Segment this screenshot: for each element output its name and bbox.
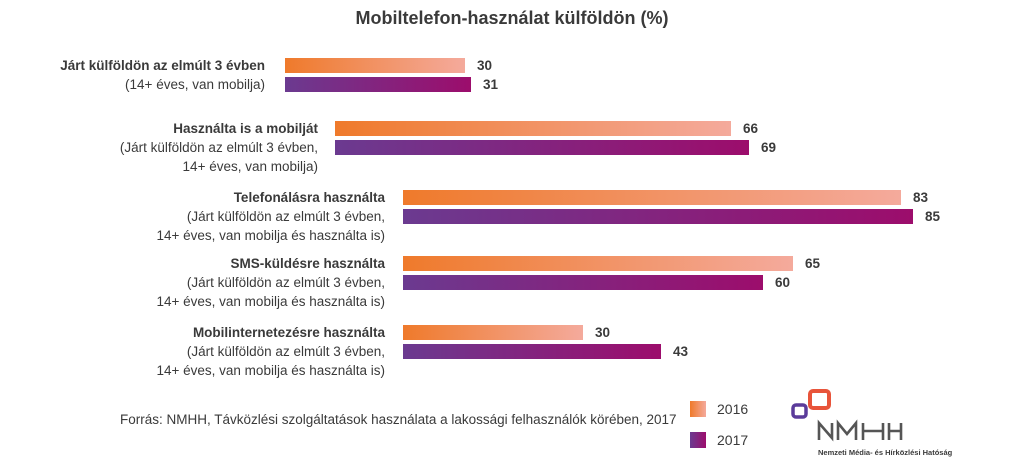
category-subtitle: (Járt külföldön az elmúlt 3 évben, — [187, 344, 385, 359]
category-subtitle: (Járt külföldön az elmúlt 3 évben, — [187, 209, 385, 224]
category-title: SMS-küldésre használta — [230, 256, 385, 271]
category-title: Járt külföldön az elmúlt 3 évben — [60, 58, 265, 73]
category-title: Telefonálásra használta — [234, 190, 386, 205]
category-group: Használta is a mobilját (Járt külföldön a… — [120, 121, 776, 174]
data-label-2016: 65 — [805, 256, 821, 271]
category-subtitle: (14+ éves, van mobilja) — [125, 77, 265, 92]
category-subtitle: (Járt külföldön az elmúlt 3 évben, — [187, 275, 385, 290]
logo-wordmark — [817, 419, 903, 442]
category-group: Járt külföldön az elmúlt 3 évben (14+ éve… — [60, 58, 499, 92]
logo-square-orange — [808, 389, 831, 410]
legend-swatch-2017 — [690, 432, 706, 448]
category-subtitle: 14+ éves, van mobilja és használta is) — [157, 228, 386, 243]
logo-subtitle: Nemzeti Média- és Hírközlési Hatóság — [818, 448, 953, 457]
legend-swatch-2016 — [690, 401, 706, 417]
data-label-2016: 30 — [477, 58, 492, 73]
category-title: Használta is a mobilját — [173, 121, 318, 136]
bar-2016 — [403, 325, 583, 340]
bar-2017 — [403, 209, 913, 224]
bar-2016 — [403, 190, 901, 205]
category-subtitle: 14+ éves, van mobilja) — [183, 159, 318, 174]
bar-2016 — [335, 121, 731, 136]
legend: 2016 2017 — [690, 401, 748, 448]
legend-label-2017: 2017 — [717, 432, 748, 448]
data-label-2016: 66 — [743, 121, 759, 136]
bar-2016 — [285, 58, 465, 73]
category-group: Telefonálásra használta (Járt külföldön a… — [157, 190, 941, 243]
source-note: Forrás: NMHH, Távközlési szolgáltatások … — [120, 412, 677, 427]
category-subtitle: (Járt külföldön az elmúlt 3 évben, — [120, 140, 318, 155]
data-label-2017: 69 — [761, 140, 776, 155]
logo-square-purple — [791, 403, 808, 419]
bar-2017 — [285, 77, 471, 92]
bar-2017 — [335, 140, 749, 155]
data-label-2016: 83 — [913, 190, 929, 205]
category-group: SMS-küldésre használta (Járt külföldön az… — [157, 256, 821, 309]
data-label-2016: 30 — [595, 325, 610, 340]
category-subtitle: 14+ éves, van mobilja és használta is) — [157, 294, 386, 309]
category-group: Mobilinternetezésre használta (Járt külfö… — [157, 325, 689, 378]
bar-2017 — [403, 275, 763, 290]
data-label-2017: 31 — [483, 77, 499, 92]
bar-2017 — [403, 344, 661, 359]
chart-title: Mobiltelefon-használat külföldön (%) — [356, 8, 669, 28]
category-title: Mobilinternetezésre használta — [193, 325, 386, 340]
data-label-2017: 43 — [673, 344, 689, 359]
category-subtitle: 14+ éves, van mobilja és használta is) — [157, 363, 386, 378]
legend-label-2016: 2016 — [717, 401, 748, 417]
data-label-2017: 60 — [775, 275, 790, 290]
data-label-2017: 85 — [925, 209, 941, 224]
nmhh-logo: Nemzeti Média- és Hírközlési Hatóság — [791, 389, 953, 457]
bar-2016 — [403, 256, 793, 271]
